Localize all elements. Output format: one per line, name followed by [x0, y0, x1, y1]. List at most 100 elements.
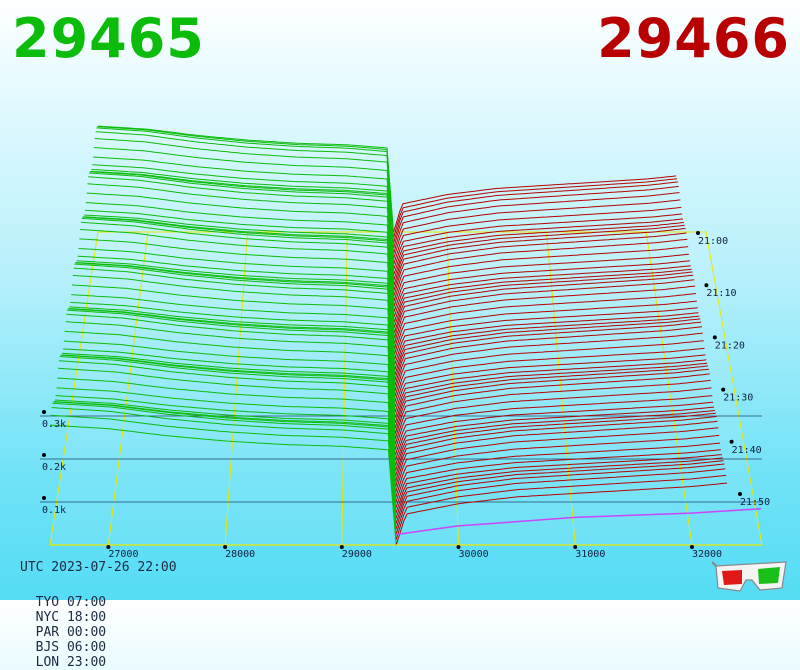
ask-depth-line	[395, 463, 725, 530]
ask-depth-line	[395, 460, 724, 524]
price-tick-marker	[573, 545, 578, 549]
depth-layers	[49, 125, 761, 546]
timezone-par: PAR 00:00	[35, 625, 107, 640]
ask-depth-line	[394, 279, 695, 344]
ask-depth-line	[394, 340, 704, 402]
bid-depth-line	[96, 127, 395, 243]
time-tick-marker	[721, 387, 726, 392]
depth-tick-marker	[42, 453, 46, 457]
bid-depth-line	[75, 262, 396, 376]
bid-depth-line	[83, 216, 395, 328]
bid-depth-line	[75, 262, 396, 381]
bid-depth-line	[49, 424, 397, 546]
bid-depth-line	[93, 156, 395, 264]
time-tick-label: 21:10	[706, 288, 736, 299]
bid-depth-line	[58, 360, 397, 487]
time-tick-label: 21:50	[740, 497, 770, 508]
ask-depth-line	[393, 206, 682, 264]
bid-depth-line	[52, 402, 397, 530]
price-grid-line	[546, 231, 576, 546]
bid-depth-line	[95, 131, 395, 248]
bid-depth-line	[84, 214, 395, 323]
bid-depth-line	[63, 340, 396, 455]
bid-depth-line	[92, 164, 395, 270]
ask-depth-line	[393, 185, 679, 249]
depth-tick-label: 0.2k	[42, 462, 66, 473]
timezone-row: TYO 07:00 NYC 18:00 PAR 00:00 BJS 06:00 …	[20, 580, 132, 670]
bid-depth-line	[67, 309, 396, 434]
bid-depth-line	[85, 202, 395, 312]
bid-depth-line	[90, 170, 395, 280]
ask-depth-line	[393, 178, 678, 238]
ask-depth-line	[395, 420, 718, 487]
bid-depth-line	[61, 354, 396, 471]
ask-depth-line	[395, 427, 719, 493]
bid-depth-line	[60, 354, 396, 477]
price-grid-line	[107, 231, 149, 546]
ask-depth-line	[394, 373, 710, 440]
ask-depth-line	[394, 359, 707, 418]
price-grid-line	[446, 231, 460, 546]
price-tick-label: 27000	[108, 549, 138, 560]
bid-depth-line	[77, 255, 396, 365]
depth-chart-3d: 0.1k 0.2k 0.3k 27000 28000 29000 30000 31000 320…	[40, 125, 770, 560]
ask-depth-line	[393, 213, 683, 270]
ask-depth-line	[394, 347, 705, 408]
ask-depth-line	[394, 332, 703, 397]
bid-depth-line	[80, 221, 395, 344]
ask-depth-line	[395, 474, 727, 540]
time-tick-label: 21:00	[698, 236, 728, 247]
price-tick-marker	[456, 545, 461, 549]
ask-depth-line	[394, 274, 694, 339]
ask-depth-line	[393, 260, 690, 318]
bid-depth-line	[54, 399, 397, 514]
ask-price: 29466	[597, 7, 790, 70]
bid-depth-line	[79, 238, 395, 355]
bid-depth-line	[67, 308, 396, 429]
ask-depth-line	[393, 181, 678, 243]
bid-depth-line	[76, 260, 396, 370]
depth-tick-marker	[42, 496, 46, 500]
bid-depth-line	[57, 377, 397, 498]
price-tick-marker	[106, 545, 111, 549]
price-tick-label: 29000	[342, 549, 372, 560]
ask-depth-line	[394, 387, 712, 450]
bid-depth-line	[73, 267, 396, 392]
ask-depth-line	[395, 412, 716, 477]
bid-depth-line	[81, 217, 395, 339]
depth-tick-marker	[42, 410, 46, 414]
ask-depth-line	[394, 365, 709, 429]
ask-depth-line	[393, 218, 684, 275]
ask-depth-line	[394, 362, 708, 424]
price-tick-label: 28000	[225, 549, 255, 560]
bid-depth-line	[87, 183, 395, 302]
depth-tick-label: 0.3k	[42, 419, 66, 430]
depth-tick-label: 0.1k	[42, 505, 66, 516]
time-tick-marker	[696, 231, 700, 235]
ask-depth-line	[394, 368, 709, 434]
ask-depth-line	[394, 321, 702, 386]
ask-depth-line	[393, 222, 684, 280]
bid-depth-line	[55, 395, 397, 508]
bid-depth-line	[58, 367, 397, 492]
bid-depth-line	[84, 209, 395, 317]
price-tick-label: 32000	[692, 549, 722, 560]
3d-glasses-icon[interactable]	[712, 558, 790, 594]
timezone-lon: LON 23:00	[35, 655, 107, 670]
ask-depth-line	[393, 175, 677, 233]
ask-depth-line	[395, 395, 713, 455]
timezone-nyc: NYC 18:00	[35, 610, 107, 625]
time-tick-marker	[712, 335, 717, 340]
bid-depth-line	[80, 228, 395, 349]
bid-depth-line	[71, 284, 396, 402]
bid-depth-line	[71, 294, 396, 408]
bid-depth-line	[51, 407, 397, 535]
price-tick-marker	[689, 545, 694, 549]
ask-depth-line	[393, 192, 680, 254]
ask-depth-line	[393, 238, 688, 302]
bid-depth-line	[56, 387, 397, 503]
bid-depth-line	[62, 348, 396, 461]
bid-depth-line	[78, 248, 396, 360]
bid-depth-line	[69, 306, 396, 418]
price-tick-label: 31000	[575, 549, 605, 560]
